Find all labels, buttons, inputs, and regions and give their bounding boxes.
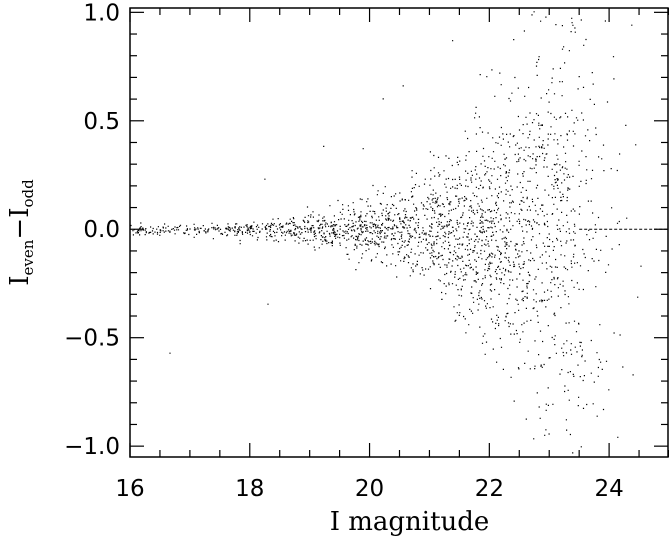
x-tick-label: 20 [355, 476, 384, 502]
y-axis-tick-labels: −1.0 −0.5 0.0 0.5 1.0 [64, 0, 120, 460]
x-tick-label: 24 [594, 476, 623, 502]
y-axis-label: Ieven−Iodd [5, 179, 37, 286]
data-points [130, 11, 642, 457]
y-tick-label: −0.5 [64, 326, 120, 352]
y-axis-label-dash: − [5, 218, 35, 240]
plot-frame [129, 7, 669, 458]
x-tick-label: 18 [235, 476, 264, 502]
y-axis-label-sub1: even [19, 239, 37, 275]
x-axis-label: I magnitude [330, 507, 490, 536]
y-axis-label-main: I [5, 275, 35, 285]
scatter-point-cloud [130, 11, 642, 457]
x-tick-label: 22 [475, 476, 504, 502]
y-tick-label: 0.0 [83, 217, 120, 243]
y-tick-label: −1.0 [64, 434, 120, 460]
x-axis-ticks [129, 8, 669, 457]
x-axis-tick-labels: 16 18 20 22 24 [115, 476, 623, 502]
y-axis-label-sub2: odd [19, 179, 37, 208]
y-axis-ticks [130, 11, 668, 447]
y-tick-label: 0.5 [83, 109, 120, 135]
x-tick-label: 16 [115, 476, 144, 502]
y-tick-label: 1.0 [83, 0, 120, 26]
y-axis-label-main2: I [5, 208, 35, 218]
